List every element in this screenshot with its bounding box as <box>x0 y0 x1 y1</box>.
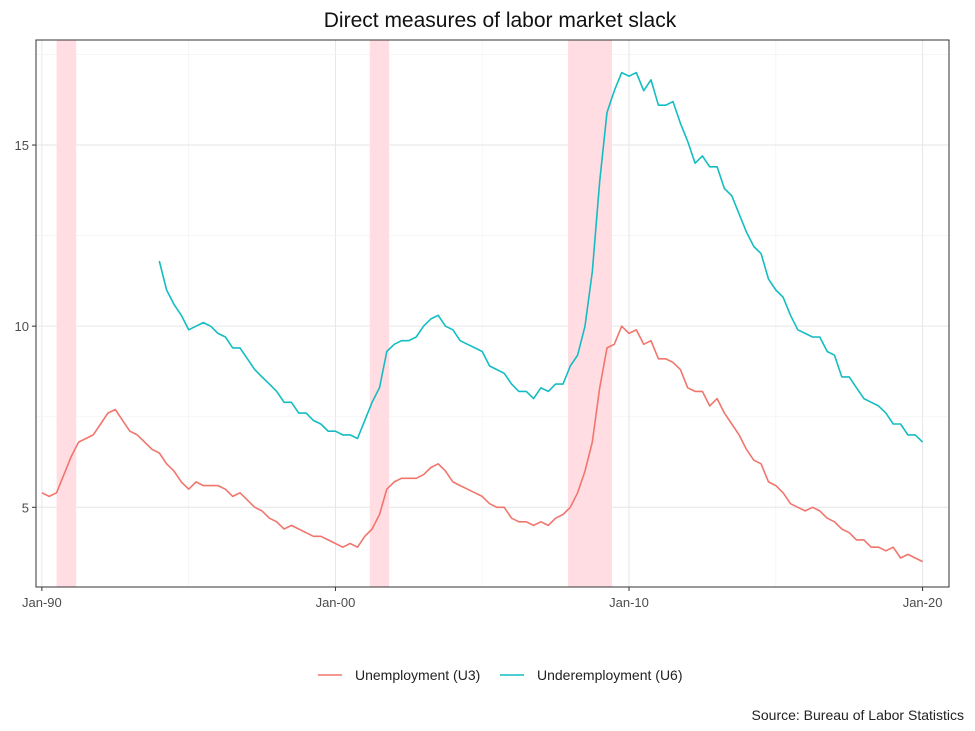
source-note: Source: Bureau of Labor Statistics <box>752 707 964 723</box>
x-tick-label: Jan-20 <box>903 595 943 610</box>
x-tick-label: Jan-10 <box>609 595 649 610</box>
y-tick-label: 5 <box>22 500 29 515</box>
plot-area <box>36 40 949 587</box>
chart-title: Direct measures of labor market slack <box>324 9 677 32</box>
x-tick-label: Jan-90 <box>22 595 62 610</box>
y-tick-label: 15 <box>15 138 29 153</box>
legend-label-u6: Underemployment (U6) <box>537 667 683 683</box>
legend-label-u3: Unemployment (U3) <box>355 667 480 683</box>
series-line-u6 <box>158 71 924 443</box>
y-tick-label: 10 <box>15 319 29 334</box>
x-tick-label: Jan-00 <box>316 595 356 610</box>
recession-band <box>369 40 390 587</box>
plot-border <box>35 39 950 588</box>
series-line-u3 <box>41 325 923 563</box>
recession-band <box>56 40 77 587</box>
x-axis: Jan-90 Jan-00 Jan-10 Jan-20 <box>22 587 942 610</box>
legend: Unemployment (U3) Underemployment (U6) <box>318 667 683 683</box>
plot-background <box>36 40 949 587</box>
y-axis: 5 10 15 <box>15 138 36 515</box>
series-lines <box>41 71 924 563</box>
plot-frame <box>35 39 950 588</box>
